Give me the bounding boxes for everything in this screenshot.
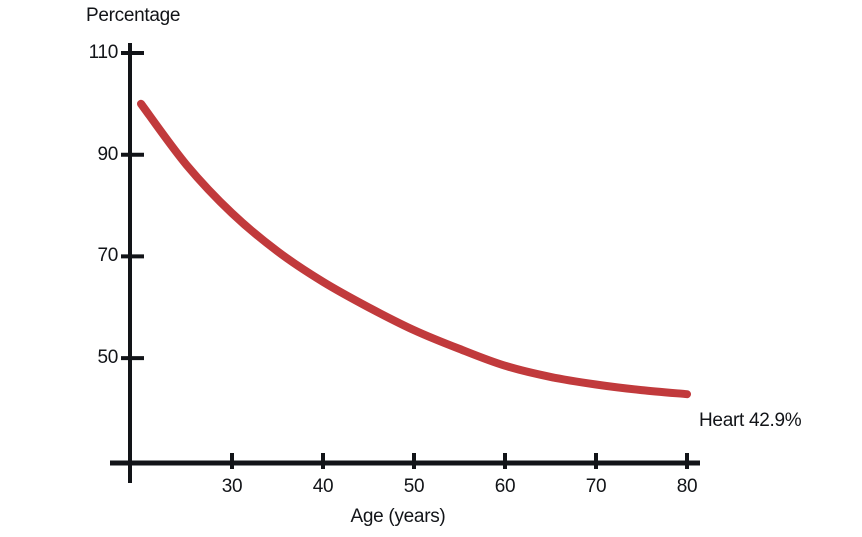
y-tick-label: 90 xyxy=(97,143,118,165)
x-tick-label: 40 xyxy=(312,476,334,497)
heart-curve xyxy=(137,99,691,399)
axes xyxy=(110,43,700,483)
x-tick-label: 30 xyxy=(221,476,243,497)
y-tick-label: 50 xyxy=(97,347,118,369)
x-axis-title: Age (years) xyxy=(350,506,446,527)
series-end-label: Heart 42.9% xyxy=(699,410,802,431)
y-tick-label: 70 xyxy=(97,245,118,267)
axis-ticks xyxy=(121,51,689,469)
x-tick-label: 50 xyxy=(403,476,425,497)
x-tick-label: 60 xyxy=(494,476,516,497)
y-tick-label: 110 xyxy=(88,42,119,63)
x-tick-label: 70 xyxy=(585,476,607,497)
y-axis-title: Percentage xyxy=(86,5,181,26)
x-tick-label: 80 xyxy=(676,476,698,497)
